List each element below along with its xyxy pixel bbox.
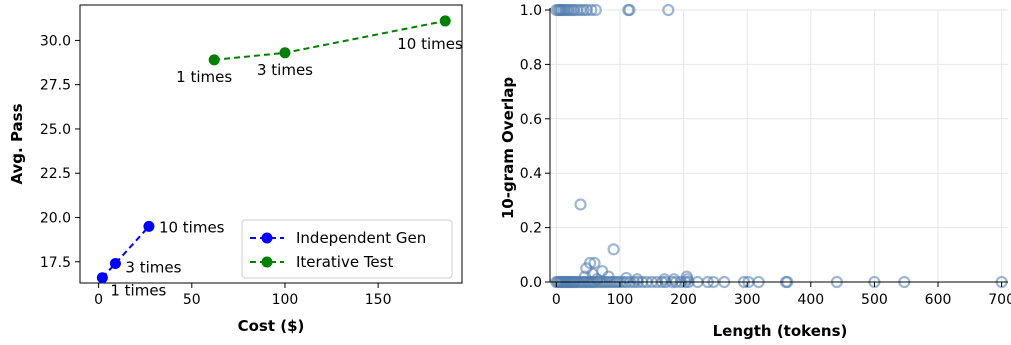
scatter-point — [623, 3, 636, 17]
right-ytick-label: 0.4 — [520, 166, 542, 182]
left-plot-frame — [79, 4, 463, 284]
series-point-1 — [439, 15, 451, 27]
right-xtick-label: 300 — [734, 292, 761, 308]
right-xtick-label: 0 — [552, 292, 561, 308]
left-series: 1 times 3 times 10 times 1 times 3 times 10 t… — [96, 15, 463, 300]
left-ytick-label: 25.0 — [40, 122, 71, 138]
right-ytick-label: 0.0 — [520, 275, 542, 291]
left-xtick-label: 50 — [183, 292, 201, 308]
right-ticks: 0 100 200 300 400 500 600 700 0.0 0.2 0.4 0.6 0.8 1.0 — [520, 3, 1011, 308]
series-point-1 — [279, 47, 291, 59]
scatter-point — [574, 198, 587, 211]
scatter-point — [658, 273, 671, 286]
right-grid — [550, 9, 1008, 283]
left-xtick-label: 150 — [365, 292, 392, 308]
left-ytick-label: 17.5 — [40, 255, 71, 271]
scatter-point — [588, 256, 601, 270]
point-annotation: 3 times — [257, 61, 313, 79]
left-ytick-label: 22.5 — [40, 166, 71, 182]
right-chart: 0 100 200 300 400 500 600 700 0.0 0.2 0.4 0.6 0.8 1.0… — [499, 3, 1011, 340]
left-xlabel: Cost ($) — [238, 317, 305, 335]
right-xtick-label: 100 — [607, 292, 634, 308]
legend-label-independent: Independent Gen — [296, 229, 426, 247]
left-legend: Independent Gen Iterative Test — [241, 219, 453, 279]
scatter-point — [590, 273, 604, 286]
scatter-point — [585, 3, 598, 17]
point-annotation: 1 times — [176, 68, 232, 86]
scatter-point — [681, 273, 694, 286]
series-line-0 — [101, 225, 150, 279]
point-annotation: 1 times — [110, 282, 166, 300]
left-xtick-label: 100 — [272, 292, 299, 308]
scatter-point — [607, 243, 620, 256]
right-ytick-label: 0.6 — [520, 112, 542, 128]
legend-label-iterative: Iterative Test — [296, 253, 393, 271]
scatter-point — [662, 3, 675, 17]
series-point-0 — [143, 220, 155, 232]
series-point-0 — [96, 272, 108, 284]
right-xtick-label: 400 — [797, 292, 824, 308]
legend-marker-independent — [261, 232, 273, 244]
point-annotation: 3 times — [125, 259, 181, 277]
right-xtick-label: 600 — [925, 292, 952, 308]
series-point-1 — [208, 54, 220, 66]
scatter-point — [631, 273, 644, 286]
scatter-point — [589, 3, 602, 17]
legend-marker-iterative — [261, 256, 273, 268]
right-xlabel: Length (tokens) — [713, 322, 848, 340]
right-xtick-label: 700 — [988, 292, 1011, 308]
left-ticks: 0 50 100 150 17.5 20.0 22.5 25.0 27.5 30.0 — [40, 33, 392, 308]
right-xtick-label: 500 — [861, 292, 888, 308]
point-annotation: 10 times — [159, 218, 225, 236]
point-annotation: 10 times — [397, 35, 463, 53]
left-ytick-label: 30.0 — [40, 33, 71, 49]
left-xtick-label: 0 — [94, 292, 103, 308]
right-ytick-label: 0.8 — [520, 57, 542, 73]
left-ytick-label: 20.0 — [40, 210, 71, 226]
right-ytick-label: 1.0 — [520, 3, 542, 19]
left-chart: 0 50 100 150 17.5 20.0 22.5 25.0 27.5 30.0 1 time… — [8, 4, 463, 335]
series-point-0 — [109, 258, 121, 270]
legend-box — [241, 219, 453, 279]
left-ylabel: Avg. Pass — [8, 103, 26, 184]
right-ytick-label: 0.2 — [520, 221, 542, 237]
right-xtick-label: 200 — [670, 292, 697, 308]
left-ytick-label: 27.5 — [40, 78, 71, 94]
right-ylabel: 10-gram Overlap — [499, 77, 517, 220]
